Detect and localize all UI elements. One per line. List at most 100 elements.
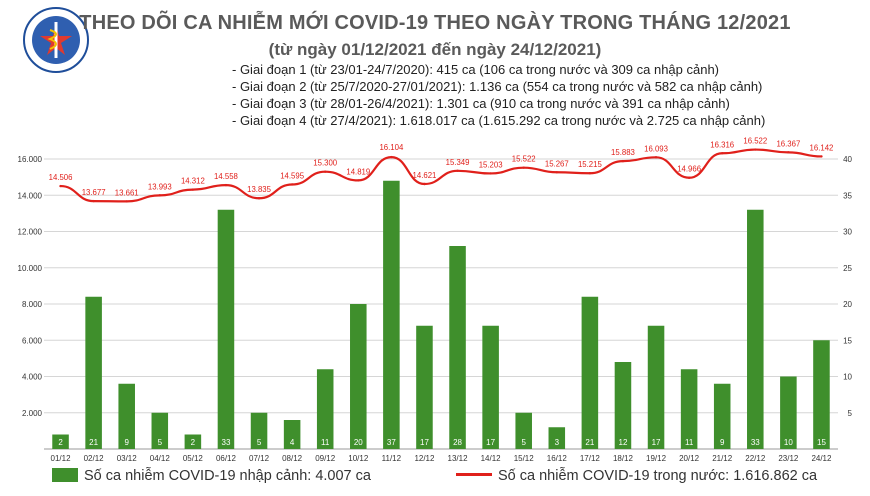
line-value-label: 15.203 xyxy=(479,160,503,169)
left-tick-label: 6.000 xyxy=(22,336,43,345)
right-tick-label: 30 xyxy=(843,228,852,237)
line-value-label: 15.349 xyxy=(446,158,470,167)
left-tick-label: 8.000 xyxy=(22,300,43,309)
bar-value-label: 3 xyxy=(555,438,560,447)
bar-value-label: 33 xyxy=(222,438,231,447)
bar-value-label: 2 xyxy=(58,438,63,447)
line-value-label: 15.522 xyxy=(512,155,536,164)
left-tick-label: 16.000 xyxy=(18,155,43,164)
bar-value-label: 20 xyxy=(354,438,363,447)
x-tick-label: 19/12 xyxy=(646,454,667,463)
left-tick-label: 14.000 xyxy=(18,191,43,200)
left-tick-label: 10.000 xyxy=(18,264,43,273)
bar xyxy=(416,325,433,449)
x-tick-label: 15/12 xyxy=(514,454,535,463)
bar xyxy=(581,296,599,449)
bar xyxy=(85,296,102,449)
line-value-label: 14.621 xyxy=(413,171,437,180)
phase-2-text: - Giai đoạn 2 (từ 25/7/2020-27/01/2021):… xyxy=(232,79,763,94)
line-point xyxy=(721,152,724,155)
legend-bar: Số ca nhiễm COVID-19 nhập cảnh: 4.007 ca xyxy=(52,468,371,484)
line-value-label: 14.312 xyxy=(181,177,205,186)
line-value-label: 15.300 xyxy=(313,159,338,168)
x-tick-label: 16/12 xyxy=(547,454,568,463)
right-tick-label: 40 xyxy=(843,155,852,164)
bar-value-label: 21 xyxy=(89,438,98,447)
line-point xyxy=(290,183,294,186)
bar-value-label: 5 xyxy=(257,438,262,447)
line-point xyxy=(555,171,558,174)
x-tick-label: 22/12 xyxy=(745,454,766,463)
line-point xyxy=(158,194,161,197)
x-tick-label: 18/12 xyxy=(613,454,634,463)
bar-value-label: 4 xyxy=(290,438,295,447)
bar xyxy=(283,420,301,449)
x-tick-label: 21/12 xyxy=(712,454,733,463)
x-tick-label: 08/12 xyxy=(282,454,303,463)
line-point xyxy=(687,176,691,179)
right-tick-label: 10 xyxy=(843,373,852,382)
chart-title: THEO DÕI CA NHIỄM MỚI COVID-19 THEO NGÀY… xyxy=(79,12,791,34)
x-tick-label: 03/12 xyxy=(117,454,138,463)
line-value-label: 16.316 xyxy=(710,140,734,149)
bar xyxy=(780,376,797,449)
line-value-label: 14.595 xyxy=(280,171,305,180)
line-point xyxy=(390,155,393,159)
x-tick-label: 17/12 xyxy=(580,454,601,463)
bar-value-label: 9 xyxy=(720,438,725,447)
line-value-label: 15.883 xyxy=(611,148,635,157)
bar-value-label: 17 xyxy=(652,438,661,447)
bar-value-label: 11 xyxy=(321,438,330,447)
line-value-label: 13.677 xyxy=(82,188,106,197)
line-value-label: 14.966 xyxy=(677,165,701,174)
line-point xyxy=(820,155,823,158)
right-tick-label: 25 xyxy=(843,264,852,273)
bar-value-label: 2 xyxy=(191,438,196,447)
bar-value-label: 11 xyxy=(685,438,694,447)
line-value-label: 16.093 xyxy=(644,144,668,153)
x-tick-label: 11/12 xyxy=(382,454,402,463)
bar xyxy=(680,369,698,449)
bar-value-label: 17 xyxy=(420,438,429,447)
domestic-cases-line xyxy=(60,148,822,203)
left-tick-label: 2.000 xyxy=(22,409,43,418)
bar-value-label: 5 xyxy=(158,438,163,447)
x-tick-label: 07/12 xyxy=(249,454,270,463)
bar xyxy=(813,340,830,449)
x-tick-label: 12/12 xyxy=(414,454,435,463)
phase-4-text: - Giai đoạn 4 (từ 27/4/2021): 1.618.017 … xyxy=(232,113,766,128)
bar xyxy=(449,246,466,449)
line-value-label: 13.993 xyxy=(148,182,172,191)
line-point xyxy=(224,183,228,187)
line-value-label: 16.522 xyxy=(743,137,767,146)
x-tick-label: 02/12 xyxy=(84,454,105,463)
bar-value-label: 33 xyxy=(751,438,760,447)
right-tick-label: 5 xyxy=(848,409,853,418)
line-value-label: 13.835 xyxy=(247,185,272,194)
bar-value-label: 21 xyxy=(585,438,594,447)
legend-line-label: Số ca nhiễm COVID-19 trong nước: 1.616.8… xyxy=(498,468,818,484)
line-point xyxy=(125,200,128,203)
line-point xyxy=(754,148,757,151)
bar xyxy=(383,180,400,449)
phase-3-text: - Giai đoạn 3 (từ 28/01-26/4/2021): 1.30… xyxy=(232,96,730,111)
left-tick-label: 4.000 xyxy=(22,373,43,382)
chart-subtitle: (từ ngày 01/12/2021 đến ngày 24/12/2021) xyxy=(268,40,602,59)
x-tick-label: 10/12 xyxy=(348,454,369,463)
line-point xyxy=(456,169,459,172)
bar xyxy=(713,383,731,449)
line-value-label: 16.104 xyxy=(379,143,404,152)
line-point xyxy=(621,159,625,163)
bar xyxy=(350,304,367,449)
phase-1-text: - Giai đoạn 1 (từ 23/01-24/7/2020): 415 … xyxy=(232,62,720,77)
line-value-label: 16.367 xyxy=(776,139,800,148)
right-tick-label: 20 xyxy=(843,300,852,309)
right-tick-label: 15 xyxy=(843,336,852,345)
line-point xyxy=(59,184,62,188)
x-tick-label: 24/12 xyxy=(811,454,832,463)
line-value-label: 14.819 xyxy=(346,167,370,176)
bar-value-label: 10 xyxy=(784,438,793,447)
bar xyxy=(747,209,764,449)
line-point xyxy=(257,197,261,200)
line-point xyxy=(92,199,95,203)
